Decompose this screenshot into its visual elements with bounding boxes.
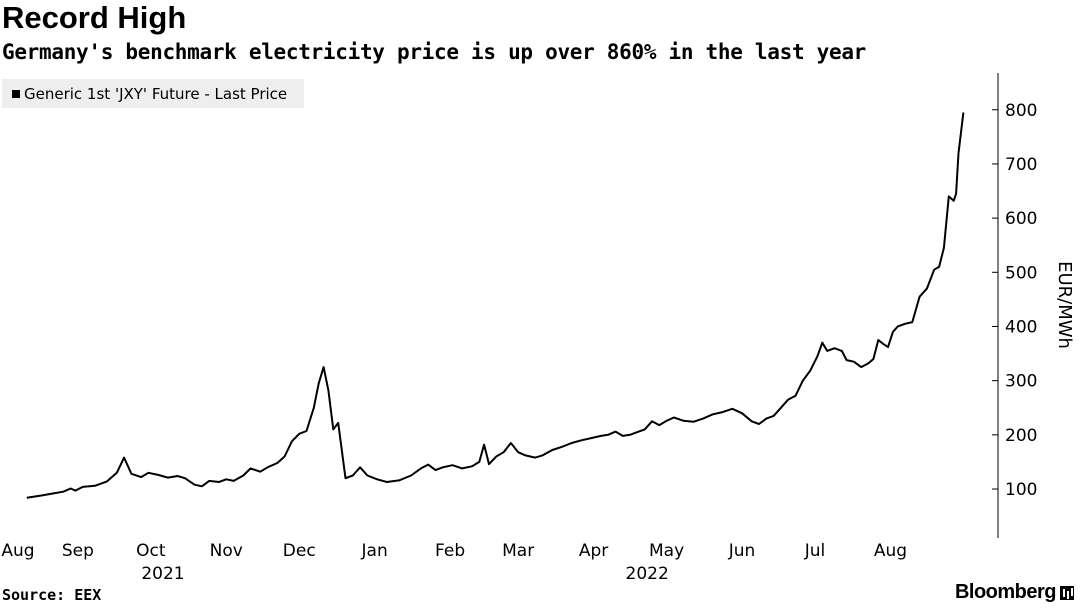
x-ticks: Aug Sep Oct Nov Dec Jan Feb Mar Apr May Jun Jul Aug 2… <box>1 541 907 584</box>
x-month-label-3: Nov <box>210 541 243 561</box>
x-month-label-11: Jul <box>804 541 826 561</box>
y-tick-label-7: 800 <box>1005 101 1037 121</box>
x-month-label-5: Jan <box>361 541 388 561</box>
legend-swatch <box>12 89 20 98</box>
y-tick-label-0: 100 <box>1005 480 1037 500</box>
y-tick-label-1: 200 <box>1005 426 1037 446</box>
x-month-label-4: Dec <box>283 541 316 561</box>
series-line-jxy <box>26 112 965 499</box>
legend: Generic 1st 'JXY' Future - Last Price <box>2 79 304 108</box>
y-tick-label-4: 500 <box>1005 263 1037 283</box>
x-year-label-0: 2021 <box>141 564 184 584</box>
y-tick-label-5: 600 <box>1005 209 1037 229</box>
legend-label: Generic 1st 'JXY' Future - Last Price <box>24 84 288 103</box>
x-month-label-1: Sep <box>62 541 94 561</box>
y-ticks: 100 200 300 400 500 600 700 800 <box>992 101 1037 500</box>
y-tick-label-2: 300 <box>1005 372 1037 392</box>
x-month-label-10: Jun <box>728 541 756 561</box>
chart-title: Record High <box>2 0 187 35</box>
y-tick-label-6: 700 <box>1005 155 1037 175</box>
x-month-label-12: Aug <box>874 541 907 561</box>
x-month-label-0: Aug <box>1 541 34 561</box>
y-axis-label: EUR/MWh <box>1054 261 1075 349</box>
chart-subtitle: Germany's benchmark electricity price is… <box>2 40 867 64</box>
source-note: Source: EEX <box>2 586 102 604</box>
x-month-label-9: May <box>649 541 684 561</box>
bloomberg-logo: Bloomberg <box>955 581 1074 604</box>
x-month-label-8: Apr <box>579 541 608 561</box>
x-year-label-1: 2022 <box>626 564 669 584</box>
x-month-label-6: Feb <box>435 541 465 561</box>
bloomberg-terminal-icon <box>1060 585 1074 600</box>
brand-name: Bloomberg <box>954 581 1057 603</box>
y-tick-label-3: 400 <box>1005 317 1037 337</box>
x-month-label-2: Oct <box>136 541 166 561</box>
x-month-label-7: Mar <box>502 541 534 561</box>
